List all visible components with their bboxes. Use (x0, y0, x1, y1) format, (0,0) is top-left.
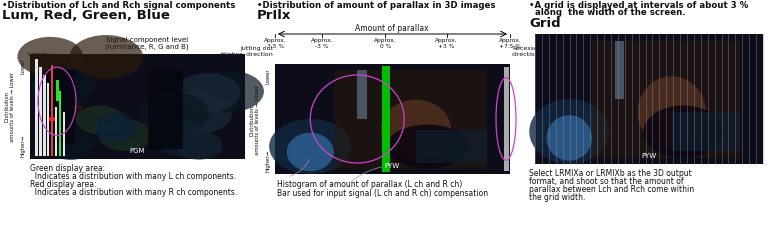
Ellipse shape (46, 131, 95, 160)
Text: •Distribution of Lch and Rch signal components: •Distribution of Lch and Rch signal comp… (2, 1, 236, 10)
Bar (30, 55, 245, 159)
Bar (55, 107, 57, 156)
Bar (671, 112, 740, 152)
Ellipse shape (286, 133, 333, 172)
Text: Grid: Grid (529, 17, 561, 30)
Ellipse shape (76, 106, 124, 135)
Text: Higher→: Higher→ (21, 134, 25, 156)
Ellipse shape (270, 120, 351, 174)
Text: Approx.
-7.5 %: Approx. -7.5 % (263, 38, 286, 48)
Ellipse shape (380, 100, 451, 160)
Bar (535, 35, 763, 164)
Text: •A grid is displayed at intervals of about 3 %: •A grid is displayed at intervals of abo… (529, 1, 748, 10)
Text: PGM: PGM (129, 148, 145, 154)
Text: PYW: PYW (641, 152, 657, 158)
Text: Signal component level
(luminance, R, G and B): Signal component level (luminance, R, G … (105, 37, 189, 50)
Bar (59, 92, 61, 156)
Circle shape (49, 117, 55, 122)
Text: Histogram of amount of parallax (L ch and R ch): Histogram of amount of parallax (L ch an… (277, 179, 462, 188)
Text: Approx.
0 %: Approx. 0 % (374, 38, 397, 48)
Ellipse shape (31, 68, 95, 107)
Text: the grid width.: the grid width. (529, 192, 585, 201)
Bar (333, 70, 487, 169)
Bar (149, 70, 183, 149)
Ellipse shape (161, 92, 233, 135)
Ellipse shape (18, 38, 83, 77)
Text: Select LRMIXa or LRMIXb as the 3D output: Select LRMIXa or LRMIXb as the 3D output (529, 168, 691, 177)
Bar (51, 65, 53, 156)
Ellipse shape (547, 116, 592, 161)
Text: along  the width of the screen.: along the width of the screen. (529, 8, 685, 17)
Bar (45, 70, 75, 144)
Text: Approx.
+3 %: Approx. +3 % (435, 38, 458, 48)
Ellipse shape (156, 120, 206, 157)
Text: Approx.
+7.5 %: Approx. +7.5 % (499, 38, 521, 48)
Text: Recessed
direction: Recessed direction (512, 46, 541, 56)
Text: Red display area:: Red display area: (30, 179, 96, 188)
Ellipse shape (96, 113, 136, 143)
Bar (275, 65, 510, 174)
Bar (357, 70, 367, 119)
Ellipse shape (139, 93, 209, 134)
Text: Lower ←: Lower ← (28, 52, 54, 57)
Bar (383, 67, 390, 172)
Text: •Distribution of amount of parallax in 3D images: •Distribution of amount of parallax in 3… (257, 1, 496, 10)
Ellipse shape (176, 74, 241, 113)
Ellipse shape (69, 36, 143, 80)
Ellipse shape (387, 125, 469, 169)
Bar (35, 60, 38, 156)
Text: format, and shoot so that the amount of: format, and shoot so that the amount of (529, 176, 684, 185)
Text: Indicates a distribution with many L ch components.: Indicates a distribution with many L ch … (30, 171, 236, 180)
Text: Lum, Red, Green, Blue: Lum, Red, Green, Blue (2, 9, 170, 22)
Bar (56, 81, 59, 102)
Text: →Higher: →Higher (216, 52, 243, 57)
Ellipse shape (195, 71, 264, 113)
Text: Green display area:: Green display area: (30, 163, 105, 172)
Text: Lower: Lower (266, 68, 270, 83)
Text: Bar used for input signal (L ch and R ch) compensation: Bar used for input signal (L ch and R ch… (277, 188, 488, 197)
Text: Indicates a distribution with many R ch components.: Indicates a distribution with many R ch … (30, 187, 237, 196)
Text: parallax between Lch and Rch come within: parallax between Lch and Rch come within (529, 184, 694, 193)
Ellipse shape (99, 120, 152, 152)
Text: Amount of parallax: Amount of parallax (355, 24, 429, 33)
Bar (614, 41, 624, 100)
Text: Approx.
-3 %: Approx. -3 % (310, 38, 333, 48)
Bar (43, 76, 45, 156)
Ellipse shape (176, 132, 223, 160)
Bar (592, 41, 740, 158)
Text: PYW: PYW (384, 162, 400, 168)
Bar (47, 84, 49, 156)
Ellipse shape (638, 77, 706, 148)
Bar (416, 130, 487, 163)
Ellipse shape (529, 100, 609, 164)
Text: Lower: Lower (21, 58, 25, 73)
Ellipse shape (643, 106, 723, 158)
Text: Jutting out
direction: Jutting out direction (240, 46, 273, 56)
Bar (63, 112, 65, 156)
Text: PrIlx: PrIlx (257, 9, 291, 22)
Bar (39, 67, 42, 156)
Text: Distribution
amounts of levels → Lower: Distribution amounts of levels → Lower (249, 84, 260, 154)
Text: Distribution
amounts of levels → Lower: Distribution amounts of levels → Lower (5, 72, 15, 142)
Bar (504, 68, 509, 171)
Ellipse shape (61, 104, 83, 117)
Text: Higher→: Higher→ (266, 150, 270, 171)
